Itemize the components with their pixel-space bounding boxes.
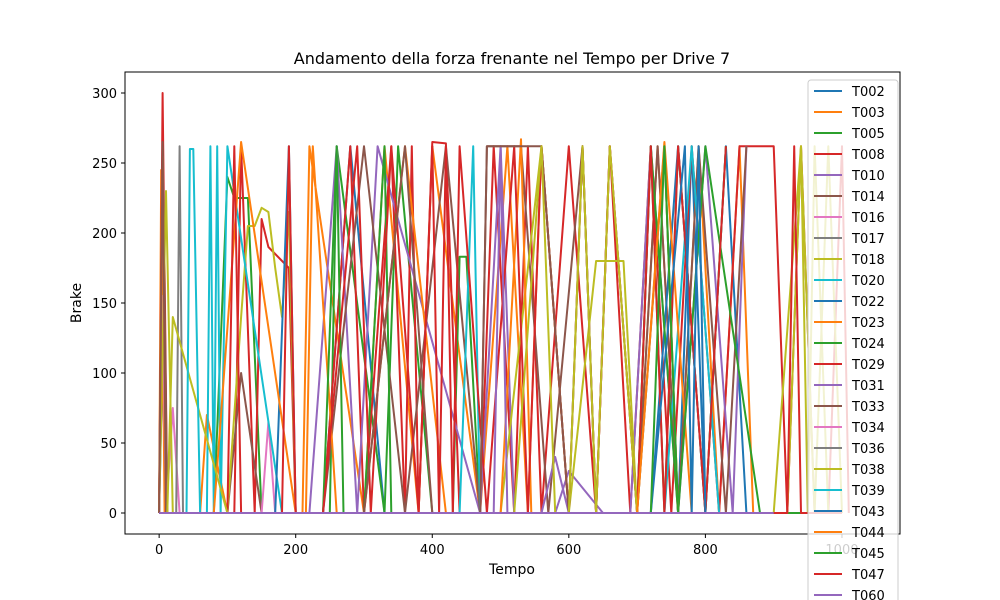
series-lines	[158, 92, 850, 514]
legend-label-T014: T014	[851, 190, 885, 205]
legend-label-T003: T003	[851, 106, 885, 121]
y-tick-label: 50	[100, 437, 117, 452]
legend-label-T043: T043	[851, 505, 885, 520]
legend-label-T016: T016	[851, 211, 885, 226]
y-tick-label: 150	[92, 297, 117, 312]
legend-label-T018: T018	[851, 253, 885, 268]
legend-label-T005: T005	[851, 127, 885, 142]
chart-title: Andamento della forza frenante nel Tempo…	[294, 49, 730, 68]
legend-label-T020: T020	[851, 274, 885, 289]
legend-label-T033: T033	[851, 400, 885, 415]
legend-label-T008: T008	[851, 148, 885, 163]
legend-label-T023: T023	[851, 316, 885, 331]
legend-label-T044: T044	[851, 526, 885, 541]
legend-label-T002: T002	[851, 85, 885, 100]
legend-label-T017: T017	[851, 232, 885, 247]
legend-label-T047: T047	[851, 568, 885, 583]
legend-box	[807, 79, 899, 600]
x-tick-label: 400	[420, 543, 445, 558]
legend-label-T010: T010	[851, 169, 885, 184]
legend-label-T060: T060	[851, 589, 885, 600]
legend-label-T045: T045	[851, 547, 885, 562]
legend-label-T038: T038	[851, 463, 885, 478]
legend-label-T039: T039	[851, 484, 885, 499]
x-tick-label: 200	[283, 543, 308, 558]
legend-label-T029: T029	[851, 358, 885, 373]
y-tick-label: 300	[92, 87, 117, 102]
legend-label-T022: T022	[851, 295, 885, 310]
x-tick-label: 0	[155, 543, 163, 558]
y-axis-label: Brake	[69, 283, 85, 323]
legend-label-T036: T036	[851, 442, 885, 457]
x-tick-label: 600	[556, 543, 581, 558]
y-tick-label: 0	[109, 507, 117, 522]
legend-label-T024: T024	[851, 337, 885, 352]
legend: T002 T003 T005 T008 T010 T014 T016 T017 T018 T020…	[807, 79, 899, 600]
y-tick-label: 100	[92, 367, 117, 382]
legend-label-T034: T034	[851, 421, 885, 436]
legend-label-T031: T031	[851, 379, 885, 394]
y-tick-label: 250	[92, 157, 117, 172]
x-axis-label: Tempo	[488, 562, 535, 578]
y-tick-label: 200	[92, 227, 117, 242]
x-tick-label: 800	[693, 543, 718, 558]
